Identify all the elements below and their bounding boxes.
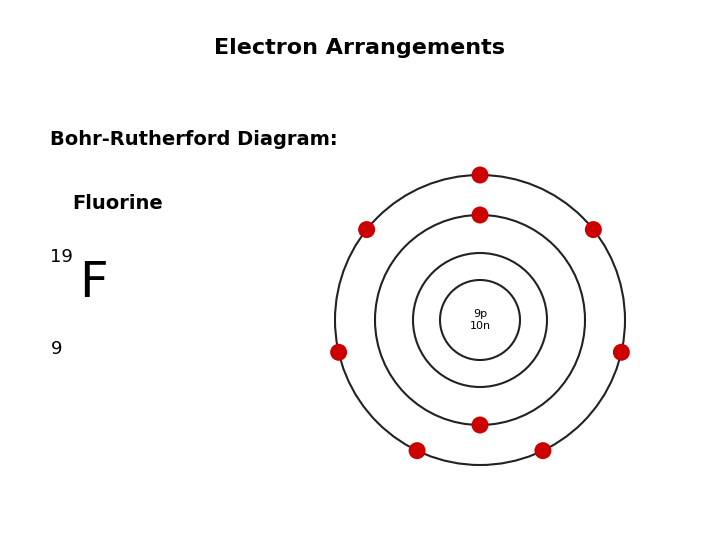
Text: Bohr-Rutherford Diagram:: Bohr-Rutherford Diagram: [50, 130, 338, 148]
Circle shape [472, 166, 488, 184]
Circle shape [408, 442, 426, 459]
Text: F: F [79, 259, 108, 307]
Circle shape [613, 344, 630, 361]
Circle shape [472, 206, 488, 224]
Circle shape [585, 221, 602, 238]
Circle shape [440, 280, 520, 360]
Text: 19: 19 [50, 248, 73, 266]
Text: Electron Arrangements: Electron Arrangements [215, 38, 505, 58]
Circle shape [472, 416, 488, 434]
Circle shape [330, 344, 347, 361]
Text: Fluorine: Fluorine [72, 194, 163, 213]
Circle shape [534, 442, 552, 459]
Text: 9p
10n: 9p 10n [469, 309, 490, 331]
Text: 9: 9 [50, 340, 62, 358]
Circle shape [358, 221, 375, 238]
